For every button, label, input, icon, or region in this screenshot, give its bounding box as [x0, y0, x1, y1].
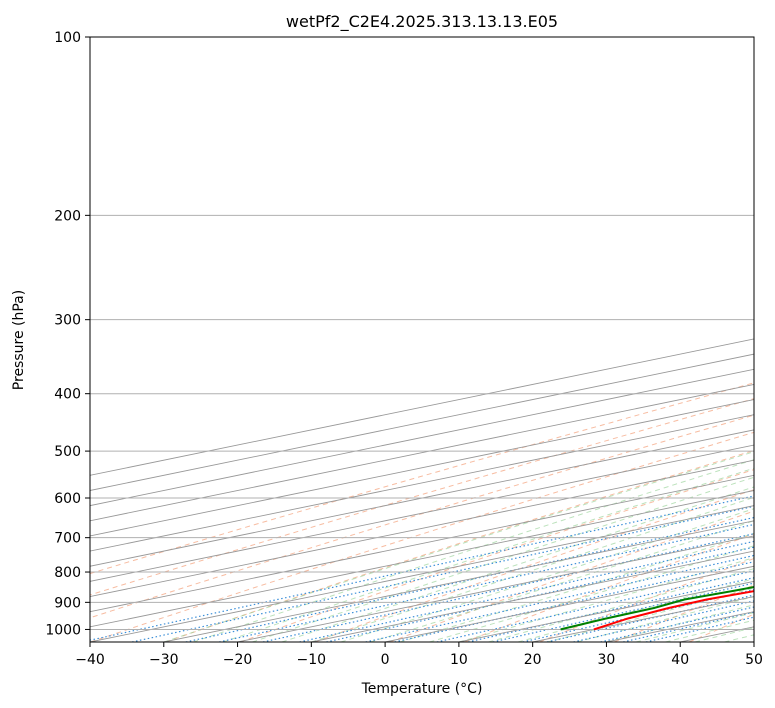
dewpoint-profile-line — [560, 585, 754, 631]
moist-adiabat-line — [458, 557, 754, 642]
dry-adiabat-line — [90, 382, 754, 575]
dry-adiabat-line — [389, 510, 754, 642]
isotherm-line — [532, 596, 754, 642]
y-tick-label: 300 — [54, 313, 81, 329]
moist-adiabat-line — [517, 578, 754, 642]
x-tick-label: 30 — [598, 652, 616, 668]
chart-title: wetPf2_C2E4.2025.313.13.13.E05 — [286, 12, 558, 32]
x-tick-label: 10 — [450, 652, 468, 668]
mixing-ratio-line — [623, 611, 754, 642]
isotherm-line — [311, 550, 754, 642]
dry-adiabat-line — [764, 37, 775, 642]
isotherm-line — [90, 490, 754, 628]
isotherm-line — [458, 580, 754, 642]
mixing-ratio-line — [326, 546, 754, 642]
temperature-profile-line — [593, 590, 754, 631]
isotherm-line — [90, 353, 754, 491]
x-tick-label: −20 — [223, 652, 253, 668]
moist-adiabat-line — [281, 486, 754, 642]
moist-adiabat-line — [547, 587, 754, 642]
isotherm-line — [680, 626, 754, 642]
mixing-ratio-line — [299, 540, 754, 642]
isotherm-line — [90, 383, 754, 522]
x-tick-label: −10 — [297, 652, 327, 668]
y-tick-label: 400 — [54, 387, 81, 403]
moist-adiabat-line — [665, 619, 754, 642]
x-tick-label: −40 — [75, 652, 105, 668]
isotherm-line — [90, 474, 754, 613]
isotherm-line — [753, 641, 754, 642]
mixing-ratio-line — [219, 523, 754, 642]
isotherm-line — [90, 444, 754, 582]
y-tick-label: 800 — [54, 565, 81, 581]
dry-adiabat-line — [90, 414, 754, 619]
plot-frame — [89, 36, 755, 643]
x-tick-label: 20 — [524, 652, 542, 668]
x-tick-label: −30 — [149, 652, 179, 668]
x-tick-label: 40 — [671, 652, 689, 668]
moist-adiabat-line — [193, 459, 754, 642]
background-lines — [90, 37, 775, 642]
isotherm-line — [385, 565, 754, 642]
mixing-ratio-line — [645, 616, 754, 642]
dry-adiabat-line — [240, 469, 754, 642]
isotherm-line — [90, 368, 754, 507]
isotherm-line — [90, 338, 754, 476]
mixing-ratio-line — [262, 533, 754, 642]
axes: −40 −30 −20 −10 0 10 20 30 40 50 1000 900 800 700 600 5… — [45, 30, 763, 668]
y-tick-label: 500 — [54, 444, 81, 460]
isotherm-line — [90, 429, 754, 567]
dry-adiabat-line — [688, 613, 754, 642]
mixing-ratio-line — [365, 554, 754, 642]
y-axis-label: Pressure (hPa) — [11, 290, 27, 390]
dry-adiabat-line — [90, 431, 754, 642]
y-tick-label: 100 — [54, 30, 81, 46]
x-tick-label: 50 — [745, 652, 763, 668]
dry-adiabat-line — [90, 398, 754, 596]
dry-adiabat-line — [464, 533, 754, 642]
dry-adiabat-line — [539, 557, 754, 642]
isotherm-line — [237, 535, 754, 642]
isotherm-line — [90, 505, 754, 642]
x-tick-label: 0 — [381, 652, 390, 668]
dry-adiabat-line — [165, 449, 754, 642]
mixing-ratio-line — [90, 495, 754, 641]
y-tick-label: 900 — [54, 595, 81, 611]
x-axis-label: Temperature (°C) — [361, 681, 483, 697]
moist-adiabat-line — [163, 451, 754, 642]
moist-adiabat-line — [340, 508, 754, 642]
y-tick-label: 600 — [54, 491, 81, 507]
isotherm-line — [90, 399, 754, 537]
isotherm-line — [163, 520, 754, 642]
isotherm-line — [90, 414, 754, 552]
y-tick-label: 700 — [54, 531, 81, 547]
y-tick-label: 1000 — [45, 622, 81, 638]
moist-adiabat-line — [222, 467, 754, 642]
moist-adiabat-line — [370, 520, 754, 642]
isotherm-line — [90, 459, 754, 598]
y-tick-label: 200 — [54, 208, 81, 224]
data-series — [560, 585, 754, 631]
